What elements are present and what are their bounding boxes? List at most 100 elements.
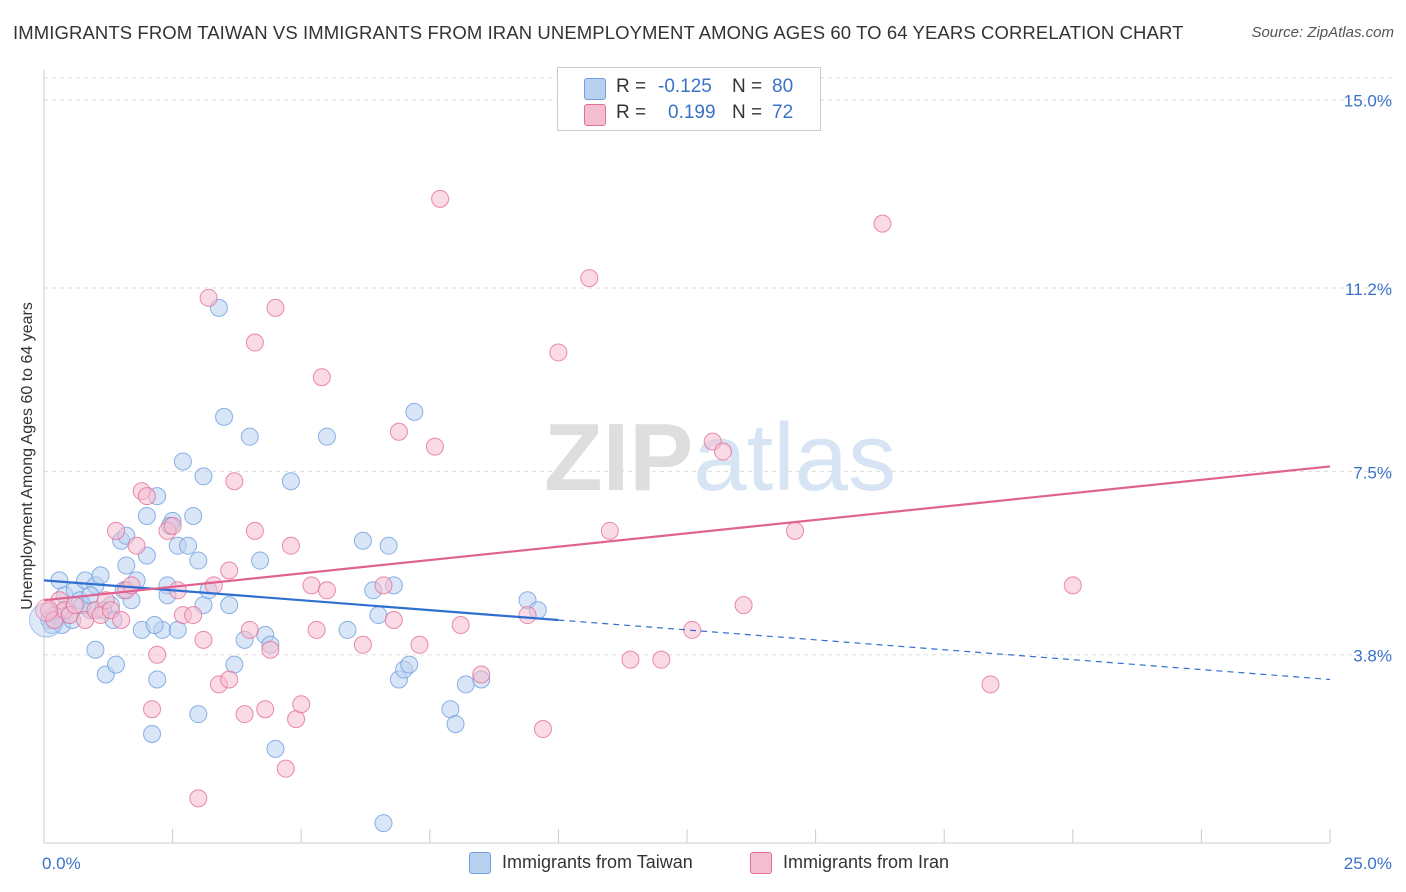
taiwan-point [374,814,393,833]
iran-point [220,670,239,689]
taiwan-point [405,402,424,421]
taiwan-trend-line [43,579,559,622]
taiwan-point [317,427,336,446]
taiwan-point [240,427,259,446]
iran-point [621,650,640,669]
taiwan-point [184,506,203,525]
x-tick-label: 0.0% [42,854,81,873]
taiwan-point [117,556,136,575]
iran-point [472,665,491,684]
iran-point [35,598,59,622]
legend-r-label: R = [616,76,647,97]
iran-point [261,640,280,659]
iran-point [235,705,254,724]
x-tick-label: 25.0% [1344,854,1392,873]
iran-point [873,214,892,233]
taiwan-point [338,620,357,639]
iran-point [410,635,429,654]
taiwan-point [179,536,198,555]
tick-labels: 3.8% 7.5% 11.2% 15.0% 0.0% 25.0% [42,92,1392,873]
iran-point [184,606,203,625]
iran-point [580,269,599,288]
taiwan-point [189,705,208,724]
iran-point [292,695,311,714]
legend-swatch-taiwan [469,852,491,874]
iran-point [786,521,805,540]
taiwan-point [143,724,162,743]
correlation-legend: R = -0.125 N = 80 R = 0.199 N = 72 [557,67,821,131]
gridlines [44,77,1392,656]
taiwan-trend-extension [558,619,1331,681]
axes [43,70,1331,844]
iran-point [312,368,331,387]
iran-point [266,298,285,317]
iran-point [425,437,444,456]
iran-point [245,521,264,540]
taiwan-point [145,615,164,634]
iran-point [245,333,264,352]
iran-point [714,442,733,461]
taiwan-point [353,531,372,550]
source-label: Source: ZipAtlas.com [1251,24,1394,41]
iran-point [533,720,552,739]
iran-point [204,576,223,595]
iran-point [600,521,619,540]
legend-n-value: 80 [772,76,794,97]
iran-point [518,606,537,625]
iran-point [451,615,470,634]
taiwan-point [456,675,475,694]
trend-lines [43,465,1331,681]
iran-point [240,620,259,639]
series-legend: Immigrants from Taiwan Immigrants from I… [0,851,1406,877]
taiwan-point [215,407,234,426]
taiwan-point [446,715,465,734]
legend-r-value: 0.199 [668,102,716,123]
iran-point [148,645,167,664]
taiwan-point [148,670,167,689]
taiwan-point [194,467,213,486]
taiwan-point [266,739,285,758]
watermark: ZIPatlas [544,404,896,511]
legend-n-label: N = [732,102,763,123]
chart-title: IMMIGRANTS FROM TAIWAN VS IMMIGRANTS FRO… [13,22,1184,43]
legend-r-value: -0.125 [658,76,712,97]
iran-point [384,611,403,630]
y-tick-label: 3.8% [1353,647,1392,666]
iran-point [220,561,239,580]
iran-point [302,576,321,595]
iran-point [353,635,372,654]
taiwan-point [379,536,398,555]
legend-swatch-iran [750,852,772,874]
taiwan-point [86,640,105,659]
iran-point [549,343,568,362]
iran-point [225,472,244,491]
iran-point [127,536,146,555]
legend-n-label: N = [732,76,763,97]
y-tick-label: 7.5% [1353,463,1392,482]
legend-swatch-taiwan [584,78,606,100]
taiwan-point [251,551,270,570]
taiwan-point [400,655,419,674]
iran-point [107,521,126,540]
taiwan-point [173,452,192,471]
iran-point [163,516,182,535]
iran-point [389,422,408,441]
iran-point [194,630,213,649]
legend-label-taiwan: Immigrants from Taiwan [502,852,693,872]
legend-swatch-iran [584,104,606,126]
taiwan-point [220,596,239,615]
iran-point [256,700,275,719]
legend-label-iran: Immigrants from Iran [783,852,950,872]
taiwan-point [91,566,110,585]
series-taiwan-points [29,298,547,833]
iran-point [1063,576,1082,595]
iran-point [981,675,1000,694]
iran-point [307,620,326,639]
iran-point [65,596,84,615]
y-tick-label: 15.0% [1344,92,1392,111]
taiwan-point [137,506,156,525]
iran-point [199,288,218,307]
taiwan-point [281,472,300,491]
series-iran-points [35,189,1082,808]
